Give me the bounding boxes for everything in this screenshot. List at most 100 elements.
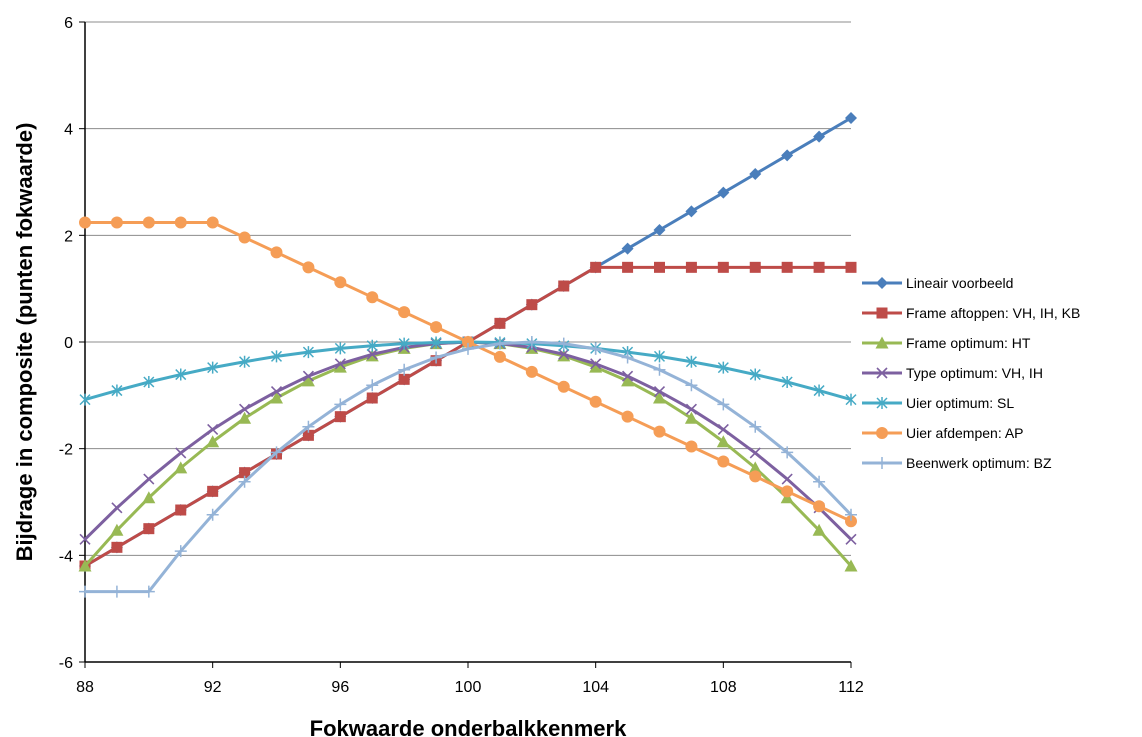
data-point [239,355,251,368]
plus-marker [781,446,794,459]
legend-label: Type optimum: VH, IH [906,365,1043,381]
asterisk-marker [876,397,888,409]
data-point [270,386,283,398]
data-point [78,559,92,572]
data-point [748,461,762,474]
circle-marker [557,380,570,393]
data-point [813,130,826,143]
y-tick-label: 2 [64,228,73,245]
data-point [557,337,570,350]
square-marker [334,411,346,423]
square-marker [207,485,219,497]
triangle-marker [684,411,698,424]
asterisk-marker [79,393,91,406]
data-point [302,261,315,274]
asterisk-marker [270,350,283,363]
circle-marker [653,425,666,438]
circle-marker [142,216,155,229]
data-point [175,504,187,516]
data-point [621,374,635,387]
y-tick-label: -2 [59,442,73,459]
data-point [207,361,219,374]
x-marker [717,423,729,436]
legend-marker [875,336,889,349]
data-point [685,261,697,273]
y-tick-label: 4 [64,122,73,139]
legend-item: Beenwerk optimum: BZ [862,455,1052,471]
data-point [653,425,666,438]
legend-marker [876,427,888,439]
data-point [654,261,665,273]
data-point [398,373,410,385]
diamond-marker [749,168,762,180]
circle-marker [462,336,474,348]
legend-item: Lineair voorbeeld [862,275,1013,291]
asterisk-marker [207,361,219,374]
data-point [207,423,219,436]
data-point [430,321,443,334]
data-point [110,216,123,229]
data-point [366,339,378,352]
square-marker [813,261,825,273]
data-point [79,585,91,598]
legend-item: Uier optimum: SL [862,395,1014,411]
circle-marker [749,470,762,483]
data-point [238,411,252,424]
data-point [366,379,379,392]
gridlines [85,21,851,556]
legend-item: Uier afdempen: AP [862,425,1024,441]
triangle-marker [589,360,603,373]
plus-marker [79,585,91,598]
data-point [270,246,283,259]
data-point [749,168,762,180]
triangle-marker [621,374,635,387]
data-point [143,473,155,485]
data-point [717,186,730,199]
x-marker [685,403,697,415]
square-marker [590,261,602,273]
y-tick-label: -6 [59,655,73,672]
square-marker [302,429,314,441]
data-point [653,391,666,404]
circle-marker [334,276,347,289]
circle-marker [238,231,251,244]
data-point [590,358,602,370]
asterisk-marker [334,342,346,355]
data-point [302,429,314,441]
data-point [526,299,538,311]
data-point [653,363,666,376]
square-marker [685,261,697,273]
triangle-marker [748,461,762,474]
x-tick-label: 88 [76,679,94,696]
plus-marker [717,398,730,411]
data-point [685,440,698,453]
square-marker [717,261,729,273]
x-marker [270,386,283,398]
data-point [717,423,729,436]
circle-marker [79,216,91,229]
square-marker [239,467,251,479]
square-marker [143,523,155,535]
data-point [175,368,187,381]
diamond-marker [621,242,634,255]
data-point [813,500,826,513]
circle-marker [174,216,187,229]
triangle-marker [142,491,156,504]
asterisk-marker [813,384,825,397]
x-tick-label: 96 [331,679,349,696]
circle-marker [781,485,794,498]
diamond-marker [653,224,666,236]
y-tick-label: -4 [59,548,73,565]
asterisk-marker [845,393,857,406]
square-marker [654,261,665,273]
data-point [302,346,314,359]
plus-marker [462,342,474,355]
data-point [110,523,124,536]
data-point [717,398,730,411]
plus-marker [430,351,443,364]
data-point [270,391,283,404]
x-marker [590,358,602,370]
data-point [845,515,857,528]
data-point [142,585,155,598]
